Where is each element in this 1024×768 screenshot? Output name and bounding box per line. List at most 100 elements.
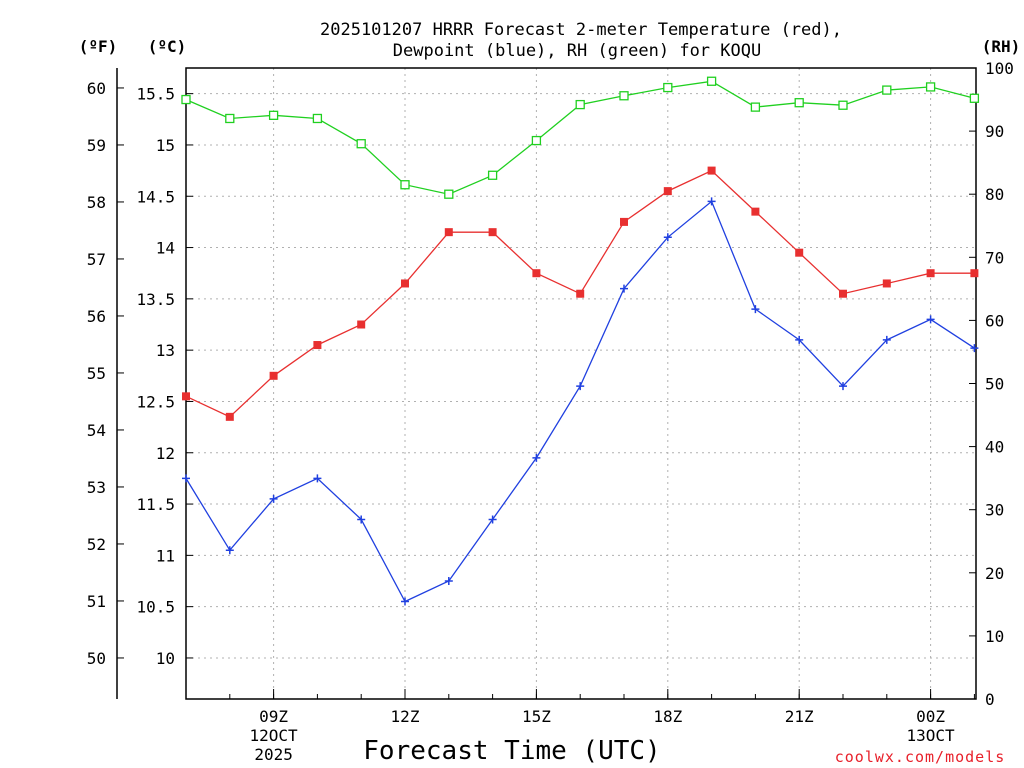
dewpoint-line [185, 200, 975, 603]
celsius-tick-label: 15.5 [136, 85, 175, 104]
celsius-tick-label: 11 [156, 546, 175, 565]
temperature-point [663, 187, 672, 196]
dewpoint-point [225, 546, 234, 555]
dewpoint-point [707, 197, 716, 206]
dewpoint-point [444, 577, 453, 586]
temperature-point [707, 166, 716, 175]
axes: 10 10.5 11 11.5 12 12.5 13 13.5 14 14.5 15 15.5 50 51… [87, 59, 1014, 764]
series-rh [181, 76, 980, 199]
temperature-point [970, 269, 979, 278]
dewpoint-point [401, 597, 409, 606]
rh-point [750, 102, 761, 112]
celsius-tick-label: 13.5 [136, 290, 175, 309]
temperature-point [225, 412, 234, 421]
dewpoint-point [795, 335, 804, 344]
dewpoint-point [269, 494, 278, 503]
unit-label-celsius: (ºC) [148, 37, 187, 56]
temperature-point [839, 289, 847, 298]
chart-title-line1: 2025101207 HRRR Forecast 2-meter Tempera… [320, 20, 842, 40]
dewpoint-point [620, 284, 628, 293]
rh-tick-label: 30 [985, 501, 1004, 520]
dewpoint-point [576, 382, 585, 391]
series-dewpoint [182, 197, 979, 606]
dewpoint-point [751, 305, 760, 314]
rh-point [575, 99, 585, 110]
rh-point [531, 135, 542, 146]
rh-point [619, 91, 629, 101]
celsius-tick-label: 10 [156, 649, 175, 668]
temperature-point [313, 341, 322, 350]
dewpoint-point [313, 474, 322, 483]
credit-link[interactable]: coolwx.com/models [835, 748, 1006, 766]
fahrenheit-tick-label: 55 [87, 364, 106, 383]
dewpoint-point [926, 315, 935, 324]
celsius-tick-label: 14 [156, 239, 175, 258]
celsius-tick-label: 12 [156, 444, 175, 463]
x-tick-date-label: 13OCT [907, 726, 956, 745]
temperature-point [401, 279, 409, 288]
temperature-point [357, 320, 366, 329]
rh-point [356, 139, 366, 149]
fahrenheit-tick-label: 59 [87, 136, 106, 155]
x-tick-label: 12Z [391, 707, 420, 726]
fahrenheit-tick-label: 60 [87, 79, 106, 98]
temperature-point [182, 392, 190, 401]
dewpoint-point [532, 453, 541, 462]
fahrenheit-tick-label: 51 [87, 592, 106, 611]
celsius-tick-label: 15 [156, 136, 175, 155]
dewpoint-point [182, 474, 190, 483]
x-tick-year-label: 2025 [254, 745, 293, 764]
celsius-tick-label: 11.5 [136, 495, 175, 514]
dewpoint-point [357, 515, 366, 524]
rh-line [185, 80, 975, 195]
rh-point [663, 82, 673, 93]
fahrenheit-tick-label: 50 [87, 649, 106, 668]
celsius-tick-label: 13 [156, 341, 175, 360]
x-axis-label: Forecast Time (UTC) [363, 736, 660, 766]
dewpoint-point [663, 233, 672, 242]
rh-point [225, 113, 235, 124]
x-tick-label: 09Z [259, 707, 288, 726]
dewpoint-point [839, 382, 847, 391]
x-tick-label: 00Z [916, 707, 945, 726]
fahrenheit-tick-label: 56 [87, 307, 106, 326]
x-tick-date-label: 12OCT [250, 726, 299, 745]
rh-point [969, 93, 980, 103]
rh-point [268, 110, 279, 120]
temperature-point [751, 207, 760, 216]
unit-label-fahrenheit: (ºF) [79, 37, 118, 56]
dewpoint-point [882, 335, 891, 344]
chart-title-line2: Dewpoint (blue), RH (green) for KOQU [393, 41, 761, 61]
rh-tick-label: 40 [985, 438, 1004, 457]
rh-tick-label: 10 [985, 627, 1004, 646]
unit-label-rh: (RH) [982, 37, 1021, 56]
temperature-point [269, 371, 278, 380]
dewpoint-point [970, 344, 979, 353]
rh-point [400, 180, 410, 190]
rh-point [794, 98, 804, 108]
x-tick-label: 18Z [653, 707, 682, 726]
rh-point [706, 76, 717, 86]
temperature-point [926, 269, 935, 278]
temperature-point [882, 279, 891, 288]
temperature-point [795, 248, 804, 257]
fahrenheit-tick-label: 53 [87, 478, 106, 497]
rh-tick-label: 20 [985, 564, 1004, 583]
rh-point [181, 94, 191, 105]
x-tick-label: 15Z [522, 707, 551, 726]
temperature-point [488, 228, 497, 237]
rh-point [925, 82, 936, 92]
rh-tick-label: 70 [985, 248, 1004, 267]
rh-tick-label: 90 [985, 122, 1004, 141]
temperature-point [620, 217, 628, 226]
rh-tick-label: 50 [985, 375, 1004, 394]
rh-point [444, 189, 454, 199]
rh-point [882, 85, 892, 95]
rh-tick-label: 0 [985, 690, 995, 709]
temperature-point [532, 269, 541, 278]
dewpoint-point [488, 515, 497, 524]
rh-point [487, 170, 498, 180]
rh-tick-label: 60 [985, 311, 1004, 330]
series-layer [181, 76, 980, 606]
